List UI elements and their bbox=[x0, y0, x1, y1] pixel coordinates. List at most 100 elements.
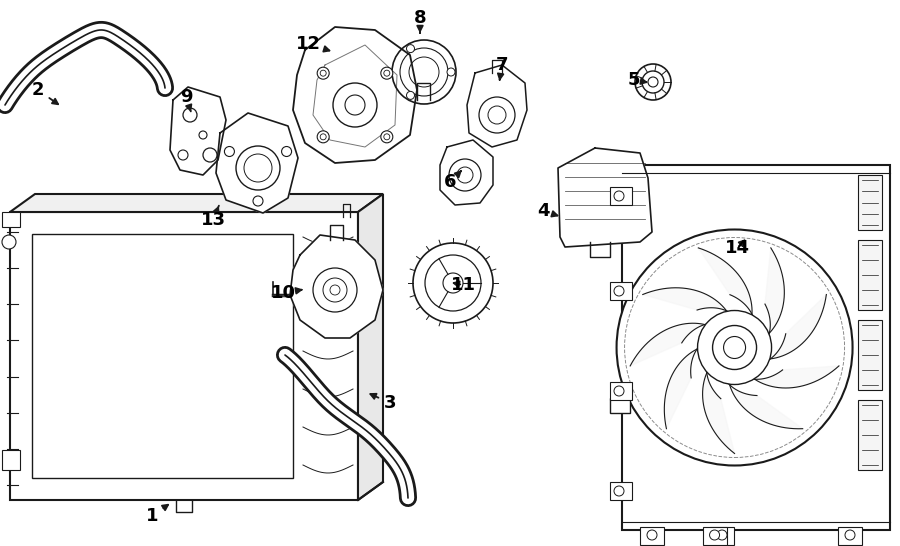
Text: 14: 14 bbox=[724, 239, 750, 257]
Bar bbox=[858, 240, 882, 310]
Bar bbox=[838, 527, 862, 545]
Polygon shape bbox=[703, 357, 734, 454]
Circle shape bbox=[717, 530, 727, 540]
Polygon shape bbox=[440, 140, 493, 205]
Circle shape bbox=[614, 191, 624, 201]
Text: 13: 13 bbox=[201, 206, 226, 229]
Circle shape bbox=[616, 229, 852, 466]
Circle shape bbox=[614, 486, 624, 496]
Text: 2: 2 bbox=[32, 81, 58, 104]
Text: 10: 10 bbox=[271, 284, 302, 302]
Circle shape bbox=[313, 268, 357, 312]
Polygon shape bbox=[216, 113, 298, 213]
Circle shape bbox=[224, 146, 234, 157]
Bar bbox=[610, 282, 632, 300]
Polygon shape bbox=[170, 87, 226, 175]
Polygon shape bbox=[698, 248, 755, 330]
Circle shape bbox=[635, 64, 671, 100]
Circle shape bbox=[381, 67, 392, 79]
Polygon shape bbox=[10, 212, 358, 500]
Circle shape bbox=[282, 146, 292, 157]
Circle shape bbox=[443, 273, 463, 293]
Bar bbox=[2, 212, 20, 227]
Circle shape bbox=[323, 278, 347, 302]
Circle shape bbox=[320, 70, 326, 76]
Circle shape bbox=[383, 70, 390, 76]
Circle shape bbox=[253, 196, 263, 206]
Bar bbox=[610, 482, 632, 500]
Circle shape bbox=[625, 238, 844, 458]
Text: 9: 9 bbox=[180, 88, 193, 111]
Text: 6: 6 bbox=[444, 171, 461, 191]
Circle shape bbox=[333, 83, 377, 127]
Circle shape bbox=[724, 336, 745, 359]
Text: 8: 8 bbox=[414, 9, 427, 33]
Text: 1: 1 bbox=[146, 505, 168, 525]
Circle shape bbox=[614, 286, 624, 296]
Circle shape bbox=[709, 530, 720, 540]
Polygon shape bbox=[10, 194, 383, 212]
Circle shape bbox=[647, 530, 657, 540]
Text: 3: 3 bbox=[371, 394, 396, 412]
Circle shape bbox=[614, 386, 624, 396]
Circle shape bbox=[392, 40, 456, 104]
Polygon shape bbox=[290, 235, 383, 338]
Bar bbox=[710, 527, 734, 545]
Bar bbox=[640, 527, 664, 545]
Text: 12: 12 bbox=[295, 35, 329, 53]
Circle shape bbox=[178, 150, 188, 160]
Polygon shape bbox=[664, 339, 709, 429]
Circle shape bbox=[713, 325, 757, 370]
Circle shape bbox=[425, 255, 481, 311]
Circle shape bbox=[320, 134, 326, 140]
Bar bbox=[610, 382, 632, 400]
Bar bbox=[703, 527, 726, 545]
Circle shape bbox=[698, 311, 771, 384]
Text: 7: 7 bbox=[496, 56, 508, 80]
Circle shape bbox=[447, 68, 455, 76]
Polygon shape bbox=[558, 148, 652, 247]
Polygon shape bbox=[760, 248, 784, 347]
Circle shape bbox=[199, 131, 207, 139]
Polygon shape bbox=[32, 234, 293, 478]
Bar bbox=[610, 187, 632, 205]
Text: 11: 11 bbox=[451, 276, 475, 294]
Text: 4: 4 bbox=[536, 202, 557, 220]
Circle shape bbox=[409, 57, 439, 87]
Circle shape bbox=[330, 285, 340, 295]
Polygon shape bbox=[721, 371, 803, 429]
Circle shape bbox=[642, 71, 664, 93]
Polygon shape bbox=[739, 366, 839, 388]
Circle shape bbox=[383, 134, 390, 140]
Circle shape bbox=[413, 243, 493, 323]
Polygon shape bbox=[358, 194, 383, 500]
Circle shape bbox=[407, 91, 415, 99]
Circle shape bbox=[2, 235, 16, 249]
Polygon shape bbox=[630, 323, 721, 366]
Circle shape bbox=[183, 108, 197, 122]
Circle shape bbox=[488, 106, 506, 124]
Circle shape bbox=[845, 530, 855, 540]
Circle shape bbox=[457, 167, 473, 183]
Circle shape bbox=[381, 131, 392, 143]
Polygon shape bbox=[610, 398, 630, 413]
Circle shape bbox=[407, 45, 415, 52]
Circle shape bbox=[317, 131, 329, 143]
Bar bbox=[858, 400, 882, 470]
Circle shape bbox=[400, 48, 448, 96]
Circle shape bbox=[244, 154, 272, 182]
Text: 5: 5 bbox=[628, 71, 646, 89]
Circle shape bbox=[449, 159, 481, 191]
Circle shape bbox=[317, 67, 329, 79]
Circle shape bbox=[648, 77, 658, 87]
Polygon shape bbox=[293, 27, 417, 163]
Bar bbox=[2, 450, 20, 470]
Polygon shape bbox=[643, 288, 739, 321]
Circle shape bbox=[479, 97, 515, 133]
Bar bbox=[858, 320, 882, 390]
Polygon shape bbox=[755, 294, 826, 365]
Polygon shape bbox=[622, 165, 890, 530]
Polygon shape bbox=[467, 65, 527, 147]
Bar bbox=[858, 175, 882, 230]
Circle shape bbox=[236, 146, 280, 190]
